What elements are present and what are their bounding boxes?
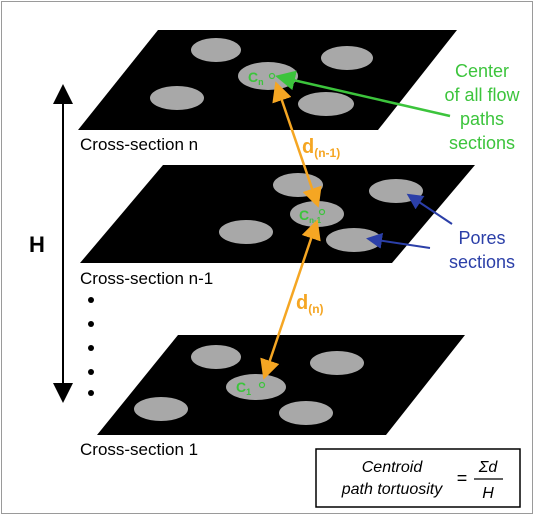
d-n-arrow bbox=[260, 219, 321, 380]
d-n-label: d(n) bbox=[296, 292, 324, 316]
pore bbox=[226, 374, 286, 400]
d-n-minus-1-label: d(n-1) bbox=[302, 136, 340, 160]
pore bbox=[150, 86, 204, 110]
pore bbox=[279, 401, 333, 425]
pore bbox=[298, 92, 354, 116]
centroid-1: C1 bbox=[236, 379, 266, 397]
pore bbox=[191, 38, 241, 62]
formula-box: Centroid path tortuosity = Σd H bbox=[315, 448, 521, 508]
height-label: H bbox=[29, 232, 45, 257]
centroid-n: Cn bbox=[248, 69, 276, 87]
cross-section-1-label: Cross-section 1 bbox=[80, 440, 198, 459]
pore bbox=[310, 351, 364, 375]
plate-cross-section-1 bbox=[97, 335, 465, 435]
cross-section-n-1-label: Cross-section n-1 bbox=[80, 269, 213, 288]
formula-lhs-line2: path tortuosity bbox=[341, 481, 444, 498]
centroid-1-label: C1 bbox=[236, 379, 251, 397]
pores-arrow-lower bbox=[366, 232, 431, 249]
d-n-minus-1-arrow bbox=[272, 81, 322, 208]
formula-denominator: H bbox=[482, 485, 494, 502]
pores-arrow-upper bbox=[406, 193, 453, 225]
pore bbox=[273, 173, 323, 197]
centroid-n-label: Cn bbox=[248, 69, 264, 87]
pore bbox=[219, 220, 273, 244]
svg-text:paths: paths bbox=[460, 109, 504, 129]
svg-text:sections: sections bbox=[449, 252, 515, 272]
svg-text:Pores: Pores bbox=[458, 228, 505, 248]
plate-cross-section-n bbox=[78, 30, 457, 130]
pore bbox=[238, 62, 298, 90]
formula-numerator: Σd bbox=[478, 459, 499, 476]
pore bbox=[191, 345, 241, 369]
pore bbox=[321, 46, 373, 70]
svg-text:Center: Center bbox=[455, 61, 509, 81]
pore bbox=[134, 397, 188, 421]
formula-equals: = bbox=[457, 468, 468, 488]
pores-annotation: Pores sections bbox=[449, 228, 515, 272]
svg-text:sections: sections bbox=[449, 133, 515, 153]
formula-lhs-line1: Centroid bbox=[362, 459, 424, 476]
cross-section-n-label: Cross-section n bbox=[80, 135, 198, 154]
center-annotation: Center of all flow paths sections bbox=[444, 61, 520, 153]
plate-cross-section-n-1 bbox=[80, 165, 475, 263]
svg-text:of all flow: of all flow bbox=[444, 85, 520, 105]
ellipsis-dots bbox=[88, 297, 94, 396]
